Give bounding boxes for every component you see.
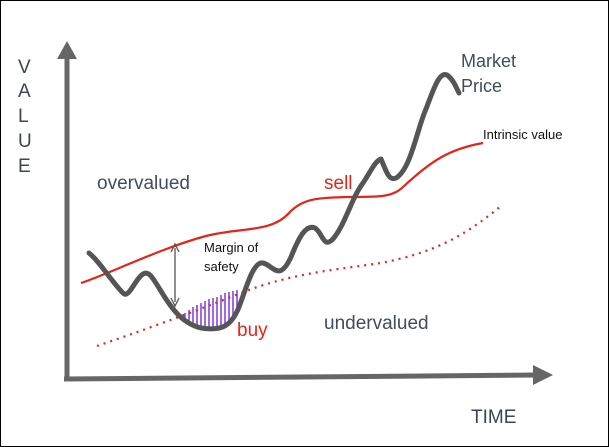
intrinsic-value-line <box>80 141 484 285</box>
market-price-line <box>86 72 462 332</box>
margin-of-safety-label-line2: safety <box>204 259 239 274</box>
market-price-label-line1: Market <box>461 51 516 71</box>
lower-value-band <box>96 205 502 348</box>
x-axis-arrowhead <box>533 365 553 385</box>
y-axis-letter-l: L <box>18 106 29 127</box>
y-axis-arrowhead <box>57 41 77 59</box>
y-axis-letter-e: E <box>18 156 31 177</box>
intrinsic-value-label: Intrinsic value <box>483 127 562 142</box>
x-axis <box>63 372 540 382</box>
undervalued-label: undervalued <box>324 313 429 334</box>
margin-of-safety-label-line1: Margin of <box>204 240 259 255</box>
sell-label: sell <box>324 173 353 194</box>
y-axis-letter-a: A <box>18 81 31 102</box>
y-axis-letter-u: U <box>18 131 32 152</box>
market-price-label-line2: Price <box>461 76 502 96</box>
x-axis-label: TIME <box>471 407 516 428</box>
overvalued-label: overvalued <box>97 173 190 194</box>
margin-arrow-head-bottom <box>170 297 180 308</box>
y-axis-letter-v: V <box>18 57 31 78</box>
buy-label: buy <box>237 320 268 341</box>
margin-arrow-head-top <box>170 242 180 253</box>
